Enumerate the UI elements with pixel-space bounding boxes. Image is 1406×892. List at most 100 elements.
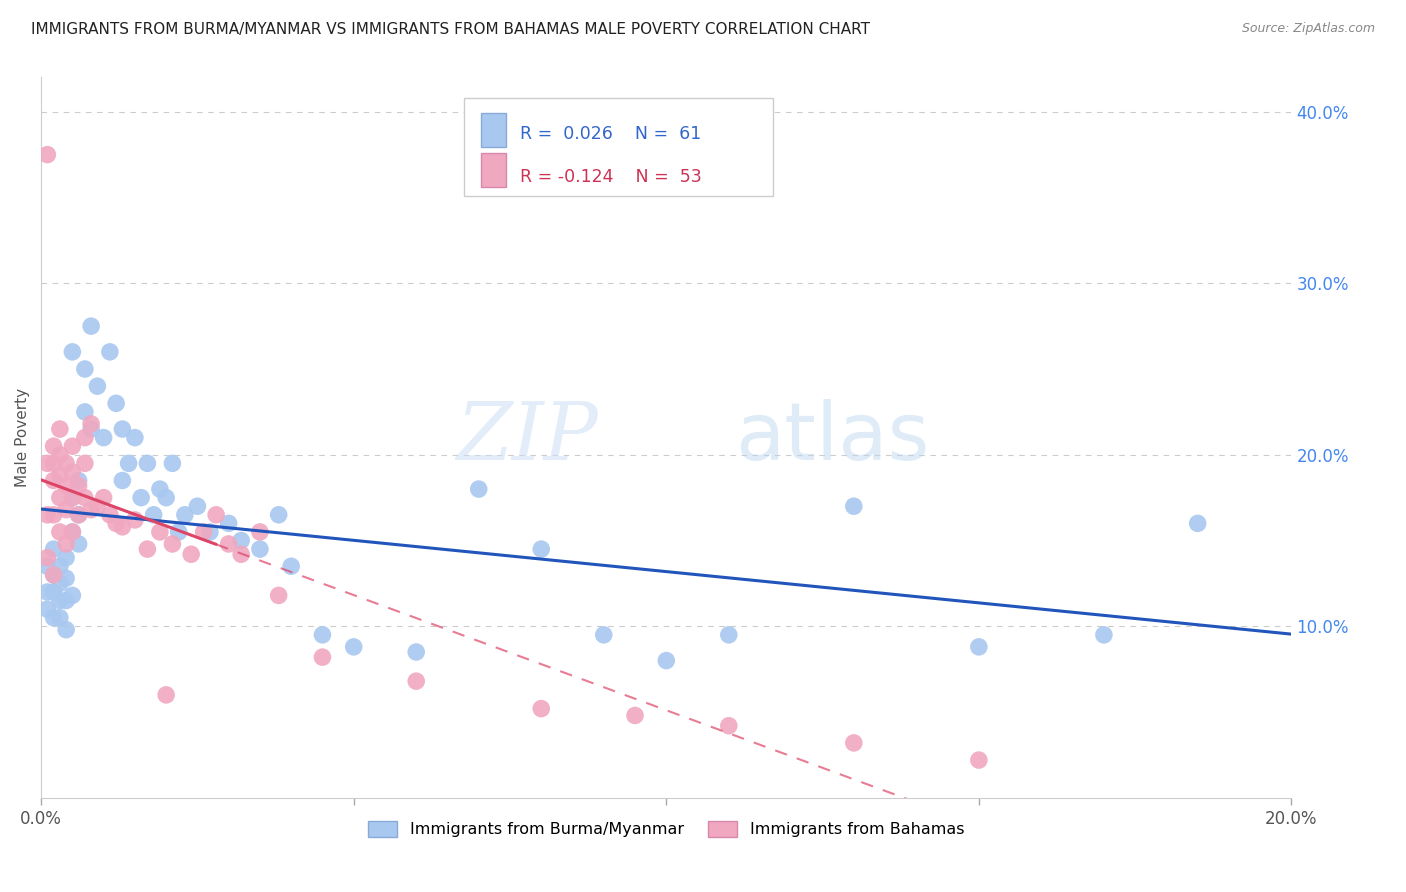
Point	[42, 567, 65, 582]
Point	[231, 547, 253, 561]
Point	[530, 542, 553, 557]
Point	[149, 524, 172, 539]
Text: R = -0.124    N =  53: R = -0.124 N = 53	[520, 168, 702, 186]
Point	[311, 650, 333, 665]
Point	[98, 344, 121, 359]
Point	[655, 654, 678, 668]
Point	[49, 468, 72, 483]
Point	[55, 571, 77, 585]
Point	[111, 474, 134, 488]
Point	[231, 533, 253, 548]
Point	[105, 396, 128, 410]
Point	[162, 537, 184, 551]
Point	[37, 585, 59, 599]
Point	[49, 593, 72, 607]
Point	[37, 550, 59, 565]
Point	[60, 524, 83, 539]
Point	[73, 405, 96, 419]
Point	[60, 344, 83, 359]
Point	[42, 474, 65, 488]
Point	[60, 491, 83, 505]
Point	[624, 708, 647, 723]
Point	[98, 508, 121, 522]
Point	[80, 417, 103, 431]
Point	[218, 516, 240, 531]
Point	[180, 547, 202, 561]
Point	[142, 508, 165, 522]
Point	[55, 623, 77, 637]
Point	[1092, 628, 1115, 642]
Point	[86, 379, 108, 393]
Point	[167, 524, 190, 539]
Point	[49, 610, 72, 624]
Point	[49, 576, 72, 591]
Point	[405, 674, 427, 689]
Point	[80, 319, 103, 334]
Point	[155, 491, 177, 505]
Legend: Immigrants from Burma/Myanmar, Immigrants from Bahamas: Immigrants from Burma/Myanmar, Immigrant…	[363, 814, 970, 844]
Point	[37, 456, 59, 470]
Point	[73, 431, 96, 445]
Point	[42, 508, 65, 522]
Point	[67, 508, 90, 522]
Point	[105, 516, 128, 531]
Point	[343, 640, 366, 654]
Text: ZIP: ZIP	[456, 399, 598, 476]
Point	[111, 422, 134, 436]
Text: atlas: atlas	[735, 399, 929, 476]
Point	[42, 439, 65, 453]
Point	[93, 491, 115, 505]
Point	[37, 147, 59, 161]
Point	[60, 588, 83, 602]
Point	[467, 482, 489, 496]
Point	[155, 688, 177, 702]
Point	[842, 500, 865, 514]
Point	[42, 542, 65, 557]
Point	[37, 602, 59, 616]
Point	[49, 524, 72, 539]
Point	[55, 456, 77, 470]
Point	[49, 422, 72, 436]
Point	[162, 456, 184, 470]
Point	[111, 520, 134, 534]
Point	[86, 500, 108, 514]
Point	[1187, 516, 1209, 531]
Point	[124, 431, 146, 445]
Point	[60, 491, 83, 505]
Point	[55, 478, 77, 492]
Text: R =  0.026    N =  61: R = 0.026 N = 61	[520, 125, 702, 143]
Point	[93, 431, 115, 445]
Point	[967, 640, 990, 654]
Point	[249, 542, 271, 557]
Point	[73, 491, 96, 505]
Point	[717, 628, 740, 642]
Point	[967, 753, 990, 767]
Point	[267, 588, 290, 602]
Point	[249, 524, 271, 539]
Point	[136, 542, 159, 557]
Point	[67, 478, 90, 492]
Point	[37, 508, 59, 522]
Point	[186, 500, 208, 514]
Point	[149, 482, 172, 496]
Point	[55, 537, 77, 551]
Point	[592, 628, 614, 642]
Point	[49, 491, 72, 505]
Point	[42, 610, 65, 624]
Point	[49, 559, 72, 574]
Point	[42, 567, 65, 582]
Point	[198, 524, 221, 539]
Point	[218, 537, 240, 551]
Point	[37, 559, 59, 574]
Point	[49, 448, 72, 462]
Point	[42, 456, 65, 470]
Point	[55, 550, 77, 565]
Point	[55, 593, 77, 607]
Point	[67, 508, 90, 522]
Point	[136, 456, 159, 470]
Point	[73, 362, 96, 376]
Y-axis label: Male Poverty: Male Poverty	[15, 388, 30, 487]
Text: Source: ZipAtlas.com: Source: ZipAtlas.com	[1241, 22, 1375, 36]
Point	[67, 537, 90, 551]
Point	[174, 508, 197, 522]
